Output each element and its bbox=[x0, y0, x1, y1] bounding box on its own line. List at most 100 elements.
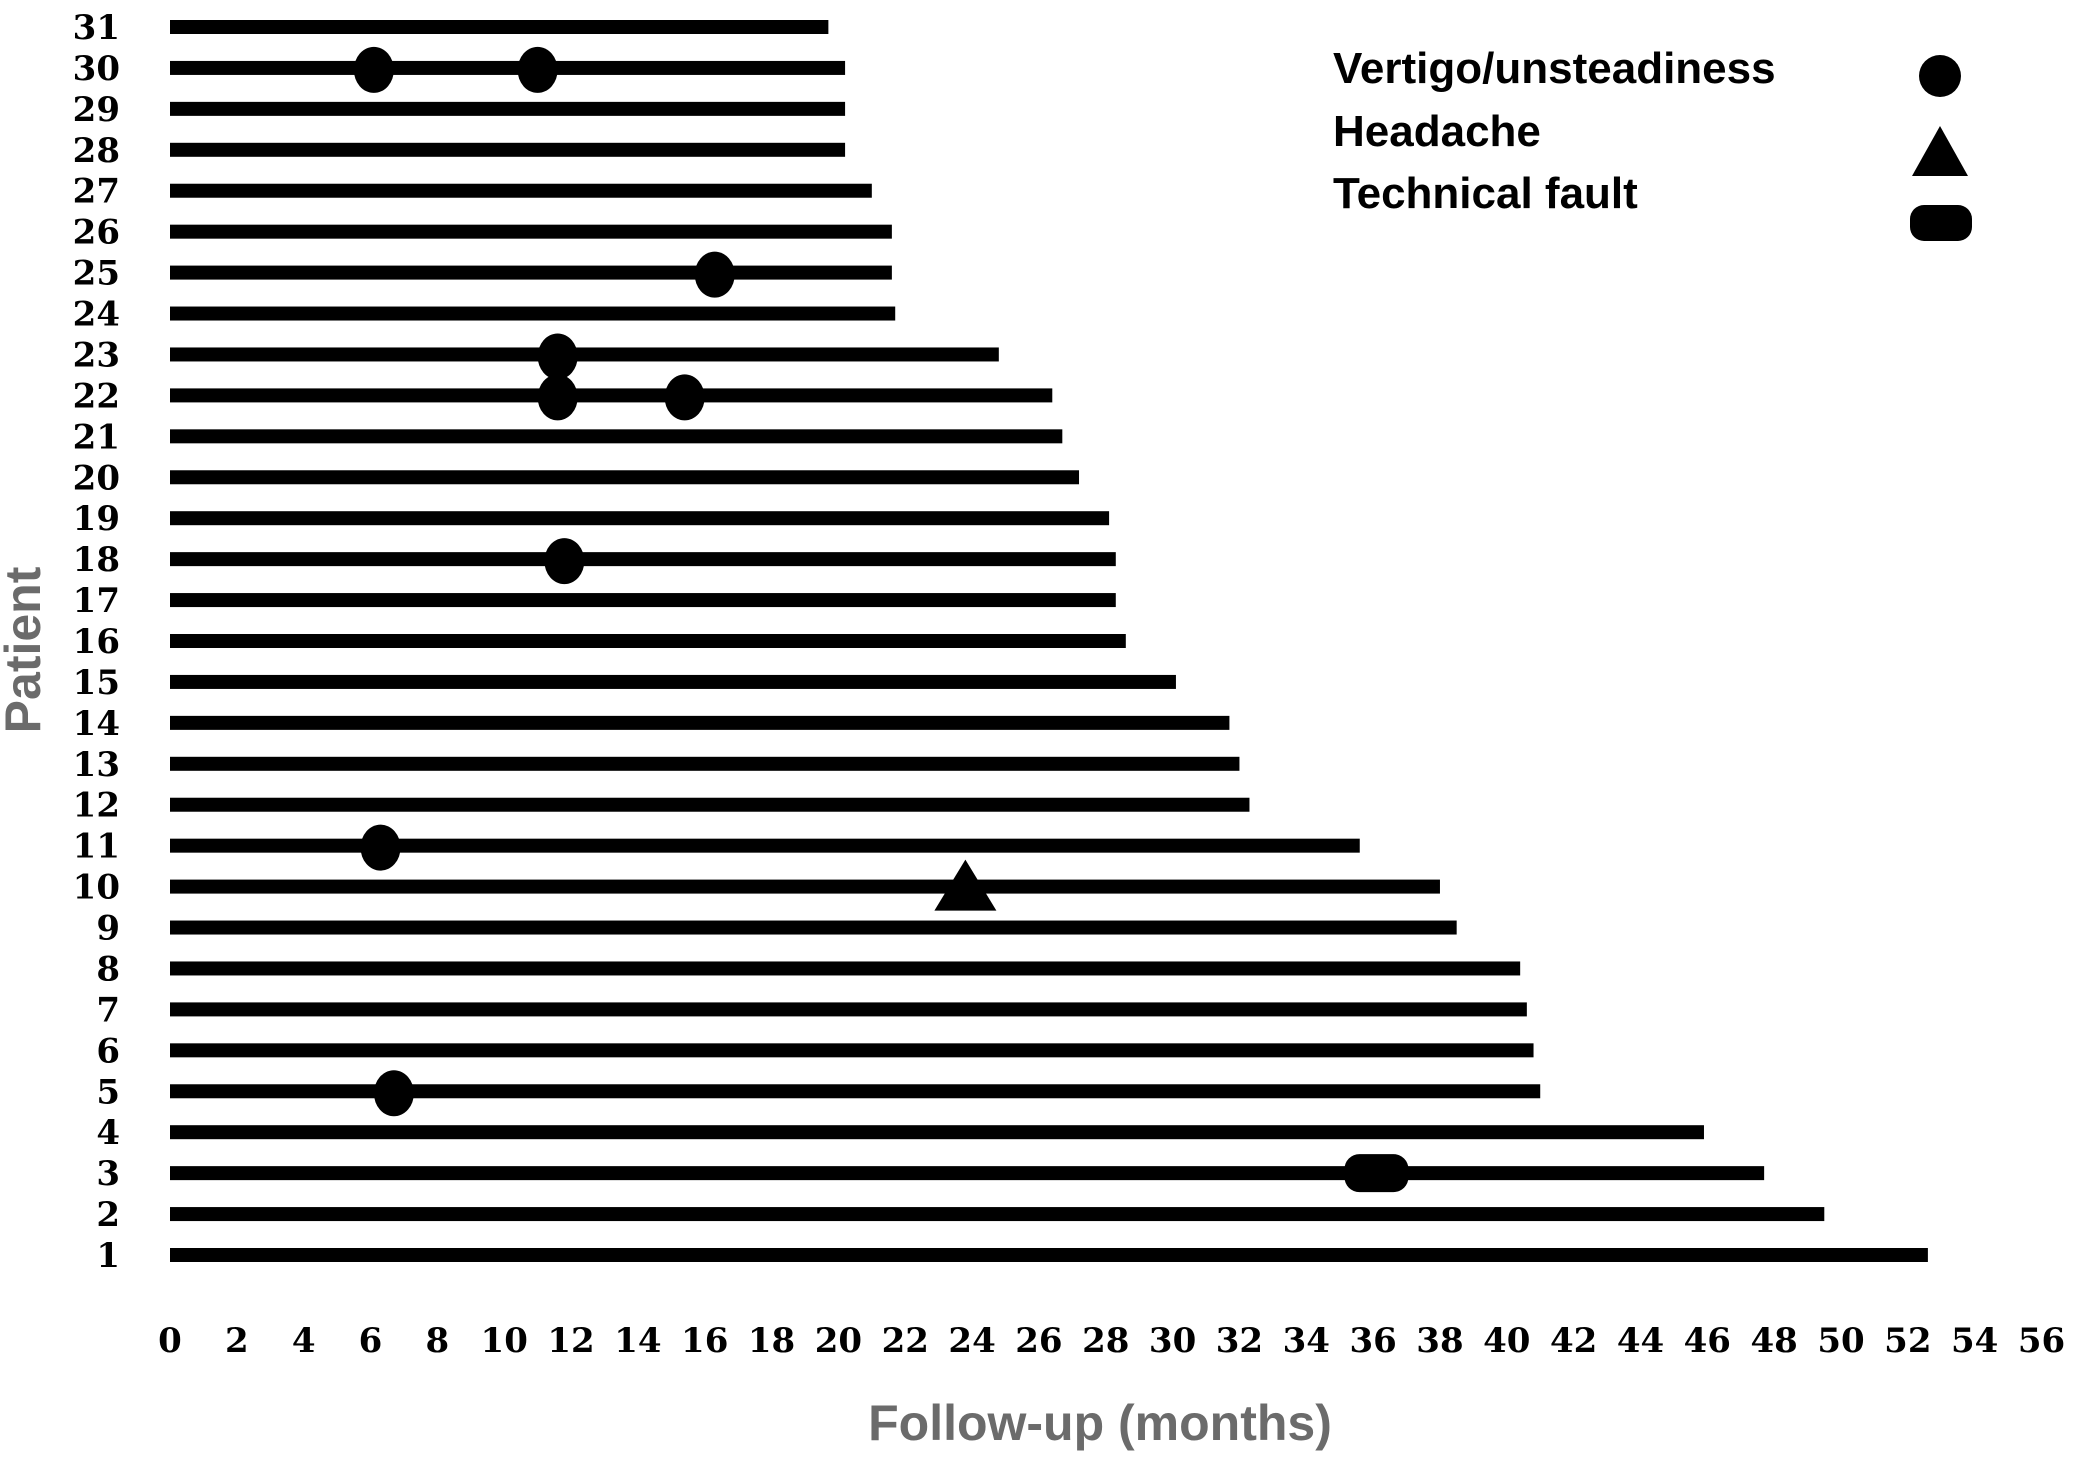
vertigo-event-marker bbox=[373, 1070, 414, 1117]
legend-circle-icon bbox=[1919, 55, 1961, 97]
patient-tick-label: 21 bbox=[73, 417, 120, 457]
followup-bar-patient-24 bbox=[170, 306, 896, 321]
legend-triangle-icon bbox=[1912, 126, 1968, 176]
vertigo-event-marker bbox=[537, 333, 578, 380]
x-tick-label: 52 bbox=[1884, 1321, 1931, 1361]
legend-label-headache: Headache bbox=[1333, 107, 1541, 156]
followup-bar-patient-21 bbox=[170, 429, 1063, 444]
patient-tick-label: 19 bbox=[73, 499, 120, 539]
x-tick-label: 38 bbox=[1416, 1321, 1463, 1361]
followup-bar-patient-17 bbox=[170, 593, 1116, 608]
followup-bar-patient-31 bbox=[170, 20, 829, 34]
vertigo-event-marker bbox=[664, 374, 705, 421]
x-tick-label: 10 bbox=[481, 1321, 528, 1361]
patient-tick-label: 20 bbox=[73, 458, 120, 498]
patient-tick-label: 6 bbox=[96, 1031, 120, 1071]
followup-bar-patient-27 bbox=[170, 183, 872, 198]
followup-bar-patient-25 bbox=[170, 265, 892, 280]
followup-bar-patient-5 bbox=[170, 1084, 1541, 1099]
x-tick-label: 8 bbox=[426, 1321, 450, 1361]
markers-layer bbox=[353, 46, 1409, 1193]
patient-tick-label: 2 bbox=[96, 1195, 120, 1235]
followup-bar-patient-13 bbox=[170, 756, 1240, 771]
followup-bar-patient-11 bbox=[170, 838, 1360, 853]
x-tick-label: 30 bbox=[1149, 1321, 1196, 1361]
followup-bar-patient-18 bbox=[170, 552, 1116, 567]
x-tick-label: 20 bbox=[815, 1321, 862, 1361]
x-tick-label: 48 bbox=[1750, 1321, 1797, 1361]
x-tick-label: 24 bbox=[948, 1321, 995, 1361]
patient-tick-label: 14 bbox=[73, 704, 120, 744]
followup-bar-patient-15 bbox=[170, 674, 1176, 689]
patient-tick-label: 29 bbox=[73, 90, 120, 130]
patient-tick-label: 11 bbox=[73, 827, 120, 867]
x-tick-label: 50 bbox=[1817, 1321, 1864, 1361]
x-tick-label: 22 bbox=[882, 1321, 929, 1361]
followup-bar-patient-30 bbox=[170, 60, 846, 75]
x-tick-label: 44 bbox=[1617, 1321, 1664, 1361]
patient-tick-label: 5 bbox=[96, 1072, 120, 1112]
patient-tick-label: 4 bbox=[96, 1113, 120, 1153]
technical-fault-event-marker bbox=[1344, 1154, 1409, 1193]
headache-event-marker bbox=[934, 859, 997, 911]
vertigo-event-marker bbox=[360, 824, 401, 871]
patient-tick-label: 8 bbox=[96, 949, 120, 989]
patient-tick-label: 31 bbox=[73, 8, 120, 48]
x-tick-label: 0 bbox=[158, 1321, 182, 1361]
patient-tick-label: 16 bbox=[73, 622, 120, 662]
x-tick-label: 28 bbox=[1082, 1321, 1129, 1361]
patient-tick-labels: 1234567891011121314151617181920212223242… bbox=[73, 8, 120, 1276]
followup-bar-patient-10 bbox=[170, 879, 1440, 894]
followup-bar-patient-4 bbox=[170, 1125, 1704, 1140]
patient-tick-label: 18 bbox=[73, 540, 120, 580]
vertigo-event-marker bbox=[517, 46, 558, 93]
x-tick-label: 46 bbox=[1684, 1321, 1731, 1361]
vertigo-event-marker bbox=[544, 538, 585, 585]
followup-bar-patient-12 bbox=[170, 797, 1250, 812]
legend-rounded-rect-icon bbox=[1910, 205, 1972, 241]
patient-tick-label: 9 bbox=[96, 909, 120, 949]
followup-bar-patient-28 bbox=[170, 142, 846, 157]
x-tick-label: 36 bbox=[1349, 1321, 1396, 1361]
x-tick-label: 12 bbox=[547, 1321, 594, 1361]
bars-layer bbox=[170, 20, 1928, 1262]
vertigo-event-marker bbox=[353, 46, 394, 93]
patient-tick-label: 30 bbox=[73, 49, 120, 89]
x-tick-labels: 0 2 4 6 8 10 12 14 16 18 20 22 24 26 28 30 32 34 36 38 40 42 4… bbox=[158, 1321, 2065, 1361]
followup-bar-patient-20 bbox=[170, 470, 1080, 485]
x-tick-label: 18 bbox=[748, 1321, 795, 1361]
patient-tick-label: 13 bbox=[73, 745, 120, 785]
patient-tick-label: 28 bbox=[73, 131, 120, 171]
patient-tick-label: 27 bbox=[73, 172, 120, 212]
x-tick-label: 34 bbox=[1283, 1321, 1330, 1361]
followup-bar-patient-26 bbox=[170, 224, 892, 239]
patient-tick-label: 10 bbox=[73, 868, 120, 908]
vertigo-event-marker bbox=[537, 374, 578, 421]
followup-bar-patient-29 bbox=[170, 101, 846, 116]
followup-bar-patient-9 bbox=[170, 920, 1457, 935]
x-tick-label: 14 bbox=[614, 1321, 661, 1361]
x-axis-title: Follow-up (months) bbox=[868, 1395, 1332, 1451]
followup-bar-patient-16 bbox=[170, 634, 1126, 648]
followup-bar-patient-7 bbox=[170, 1002, 1527, 1017]
vertigo-event-marker bbox=[694, 251, 735, 298]
followup-bar-patient-2 bbox=[170, 1207, 1825, 1222]
followup-bar-patient-23 bbox=[170, 347, 999, 362]
followup-bar-patient-8 bbox=[170, 961, 1521, 976]
patient-tick-label: 25 bbox=[73, 254, 120, 294]
x-tick-label: 4 bbox=[292, 1321, 316, 1361]
x-tick-label: 56 bbox=[2018, 1321, 2065, 1361]
x-tick-label: 26 bbox=[1015, 1321, 1062, 1361]
patient-tick-label: 22 bbox=[73, 376, 120, 416]
patient-tick-label: 3 bbox=[96, 1154, 120, 1194]
patient-tick-label: 24 bbox=[73, 295, 120, 335]
patient-tick-label: 26 bbox=[73, 213, 120, 253]
followup-bar-patient-1 bbox=[170, 1248, 1928, 1262]
legend: Vertigo/unsteadiness Headache Technical … bbox=[1333, 44, 1972, 241]
patient-tick-label: 1 bbox=[96, 1236, 120, 1276]
followup-bar-patient-22 bbox=[170, 388, 1053, 403]
y-axis-title: Patient bbox=[0, 566, 51, 733]
x-tick-label: 2 bbox=[225, 1321, 249, 1361]
x-tick-label: 6 bbox=[359, 1321, 383, 1361]
x-tick-label: 42 bbox=[1550, 1321, 1597, 1361]
